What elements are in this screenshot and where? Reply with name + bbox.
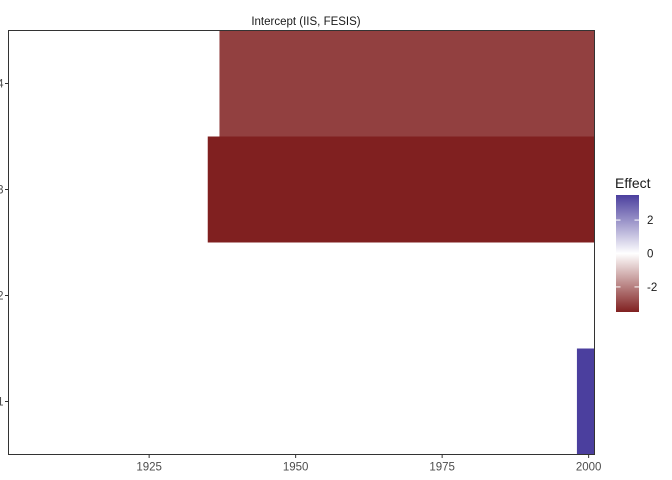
y-tick-label: 4: [0, 79, 4, 91]
y-tick-label: 2: [0, 291, 4, 303]
heatmap-tile-row-4: [219, 30, 595, 137]
legend-label: 0: [647, 249, 653, 261]
legend-colorbar: [616, 195, 639, 312]
heatmap-tile-row-3: [207, 136, 595, 243]
x-tick-label: 1950: [283, 462, 309, 474]
tiles-layer: [207, 30, 595, 455]
legend-ticks: 2 0 -2: [616, 215, 657, 294]
y-tick-label: 3: [0, 185, 4, 197]
y-axis: 1 2 3 4: [0, 79, 9, 409]
x-tick-label: 1925: [136, 462, 162, 474]
x-tick-label: 2000: [576, 462, 602, 474]
heatmap-tile-row-1: [576, 348, 595, 455]
legend-title: Effect: [615, 175, 651, 191]
plot-panel-border: [8, 30, 595, 455]
x-axis: 1925 1950 1975 2000: [136, 454, 602, 474]
legend-label: -2: [647, 282, 657, 294]
y-tick-label: 1: [0, 397, 4, 409]
legend-label: 2: [647, 215, 653, 227]
chart-title: Intercept (IIS, FESIS): [251, 16, 360, 28]
legend: Effect 2 0 -2: [615, 175, 657, 312]
x-tick-label: 1975: [429, 462, 455, 474]
